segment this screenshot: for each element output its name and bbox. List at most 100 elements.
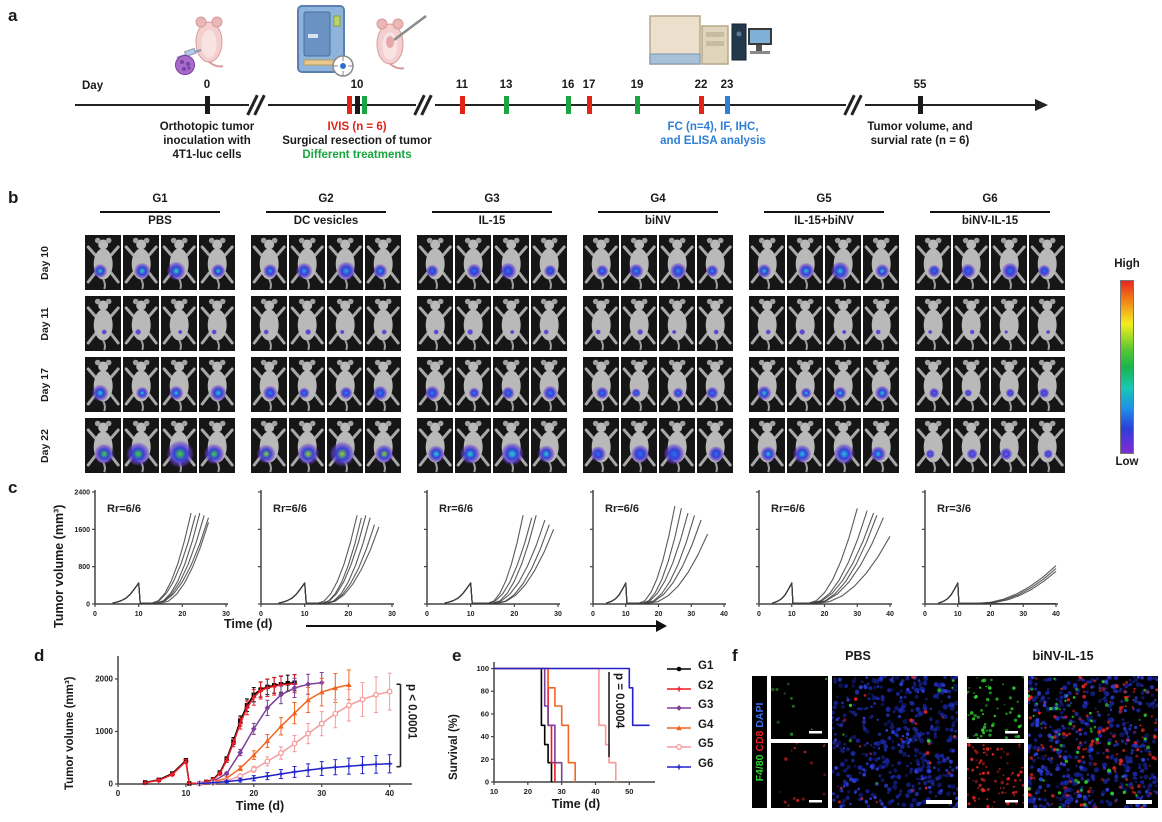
group-header-underline [598, 211, 718, 214]
mouse-cell [862, 296, 899, 351]
svg-text:30: 30 [222, 611, 230, 618]
mouse-cell [658, 235, 696, 290]
mouse-cell [915, 235, 952, 290]
mouse-cell [364, 357, 401, 412]
svg-text:20: 20 [249, 789, 258, 798]
mouse-cell [85, 418, 122, 473]
group-header-underline [930, 211, 1050, 214]
e-y-axis-label: Survival (%) [448, 714, 460, 780]
timeline-day-label: 10 [350, 79, 364, 91]
inoculation-mouse-icon [175, 16, 224, 75]
tumor-growth-plot-G6: 0 10 20 30 40 Rr=3/6 [922, 490, 1060, 618]
mouse-image [583, 235, 620, 290]
mouse-cell [952, 296, 990, 351]
fluorescence-image [832, 676, 958, 808]
tumor-growth-plot-G1: 0 10 20 30 0 800 1600 2400 Rr=6/6 [74, 490, 230, 619]
mouse-image [583, 357, 620, 412]
mouse-cell [160, 296, 198, 351]
surgery-mouse-icon [376, 15, 427, 70]
legend-item: G4 [666, 719, 736, 737]
mouse-cell [658, 357, 696, 412]
svg-text:0: 0 [923, 611, 927, 618]
svg-text:Rr=3/6: Rr=3/6 [937, 503, 971, 515]
mouse-cell [530, 357, 567, 412]
mouse-image [326, 418, 363, 473]
mouse-image [123, 235, 160, 290]
svg-text:40: 40 [1052, 611, 1060, 618]
group-treatment-label: IL-15+biNV [794, 215, 854, 227]
mouse-cell [583, 296, 620, 351]
mouse-cell [530, 235, 567, 290]
mouse-cell [696, 357, 733, 412]
mouse-cell [696, 235, 733, 290]
mouse-cell [417, 418, 454, 473]
mouse-image [251, 235, 288, 290]
svg-text:10: 10 [301, 611, 309, 618]
svg-text:0: 0 [116, 789, 121, 798]
mouse-cell [1028, 296, 1065, 351]
svg-text:20: 20 [178, 611, 186, 618]
timeline-break [413, 94, 435, 116]
svg-text:1000: 1000 [95, 727, 113, 736]
e-p-value-label: p = 0.0004 [613, 673, 626, 729]
mouse-group-block [749, 235, 899, 290]
mouse-image [824, 357, 861, 412]
mouse-cell [620, 296, 658, 351]
mouse-cell [786, 296, 824, 351]
fluorescence-image [967, 676, 1024, 739]
timeline-arrowhead-icon [1035, 99, 1048, 111]
mouse-image [1028, 235, 1065, 290]
mouse-cell [288, 418, 326, 473]
mouse-image [492, 418, 529, 473]
timeline-annotation-line: Orthotopic tumor [159, 121, 255, 133]
mouse-image [953, 357, 990, 412]
mouse-cell [915, 296, 952, 351]
mouse-cell [326, 235, 364, 290]
mouse-cell [824, 296, 862, 351]
legend-label: G3 [698, 699, 714, 711]
mouse-image [251, 418, 288, 473]
mouse-cell [1028, 357, 1065, 412]
mouse-image [990, 235, 1027, 290]
mouse-image [530, 357, 567, 412]
mouse-cell [417, 296, 454, 351]
mouse-cell [417, 357, 454, 412]
mouse-image [160, 418, 197, 473]
mouse-cell [530, 296, 567, 351]
mouse-image [85, 357, 122, 412]
timeline-day-label: 23 [720, 79, 734, 91]
legend-item: G2 [666, 680, 736, 698]
svg-text:20: 20 [481, 755, 489, 764]
mouse-image [455, 235, 492, 290]
f-channel-label-cd8: CD8 [753, 727, 766, 752]
mouse-cell [696, 418, 733, 473]
timeline-annotation-line: Tumor volume, and [867, 121, 973, 133]
mouse-image [289, 418, 326, 473]
legend-marker-icon [667, 705, 691, 711]
timeline-day-label: 13 [499, 79, 513, 91]
timeline-annotation-line: inoculation with [163, 135, 251, 147]
mouse-image [749, 418, 786, 473]
mouse-cell [160, 357, 198, 412]
mouse-image [787, 418, 824, 473]
legend-marker-icon [667, 685, 691, 692]
mouse-image [621, 296, 658, 351]
timeline-tick-mark [724, 96, 730, 114]
mouse-image [289, 296, 326, 351]
mouse-cell [749, 235, 786, 290]
timeline-day-axis-label: Day [82, 80, 104, 92]
mouse-cell [824, 418, 862, 473]
f-binv-il15-title: biNV-IL-15 [1032, 649, 1094, 663]
svg-text:30: 30 [687, 611, 695, 618]
svg-text:10: 10 [467, 611, 475, 618]
mouse-group-block [85, 296, 235, 351]
timeline: 0 10 11 13 16 17 19 22 23 55 Orthotopic tumor inocu… [0, 0, 1162, 185]
mouse-image [160, 296, 197, 351]
mouse-cell [454, 357, 492, 412]
timeline-tick-mark [459, 96, 465, 114]
mouse-image [251, 296, 288, 351]
svg-text:800: 800 [78, 564, 90, 571]
mouse-cell [1028, 235, 1065, 290]
mouse-cell [658, 418, 696, 473]
svg-text:60: 60 [481, 709, 489, 718]
